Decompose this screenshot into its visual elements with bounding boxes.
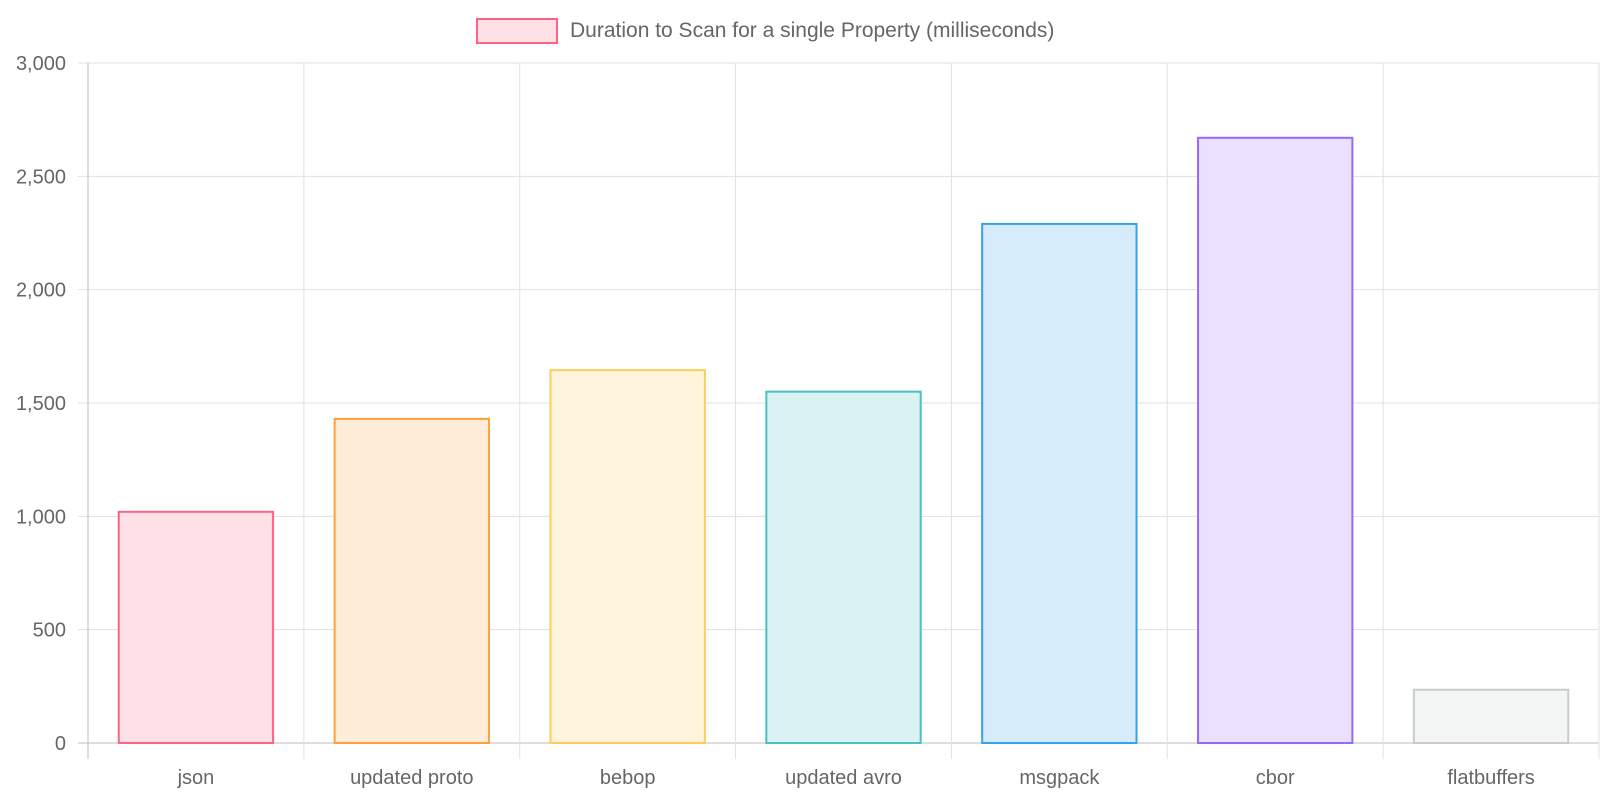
- legend-swatch: [476, 18, 558, 44]
- bar-msgpack[interactable]: [981, 222, 1138, 744]
- bars: [117, 136, 1570, 745]
- bar-updated-avro[interactable]: [765, 390, 922, 744]
- y-tick-label: 2,500: [16, 166, 66, 188]
- y-tick-label: 500: [33, 620, 66, 642]
- legend-label: Duration to Scan for a single Property (…: [570, 19, 1054, 42]
- y-tick-label: 0: [55, 733, 66, 755]
- y-tick-label: 1,500: [16, 393, 66, 415]
- x-tick-label: flatbuffers: [1447, 767, 1534, 789]
- y-tick-label: 1,000: [16, 506, 66, 528]
- grid: [78, 62, 1600, 759]
- x-axis-ticks: json updated proto bebop updated avro msgpac…: [177, 767, 1535, 789]
- y-tick-label: 2,000: [16, 280, 66, 302]
- bar-bebop[interactable]: [549, 369, 706, 744]
- bar-updated-proto[interactable]: [333, 417, 490, 744]
- legend[interactable]: Duration to Scan for a single Property (…: [476, 18, 1054, 44]
- x-tick-label: updated avro: [785, 767, 902, 789]
- bar-json[interactable]: [117, 510, 275, 744]
- x-tick-label: json: [177, 767, 215, 789]
- x-tick-label: cbor: [1256, 767, 1295, 789]
- x-tick-label: msgpack: [1019, 767, 1100, 789]
- y-axis-ticks: 0 500 1,000 1,500 2,000 2,500 3,000: [16, 53, 66, 755]
- y-tick-label: 3,000: [16, 53, 66, 75]
- bar-flatbuffers[interactable]: [1412, 688, 1570, 745]
- x-tick-label: bebop: [600, 767, 656, 789]
- x-tick-label: updated proto: [350, 767, 473, 789]
- bar-cbor[interactable]: [1197, 136, 1354, 745]
